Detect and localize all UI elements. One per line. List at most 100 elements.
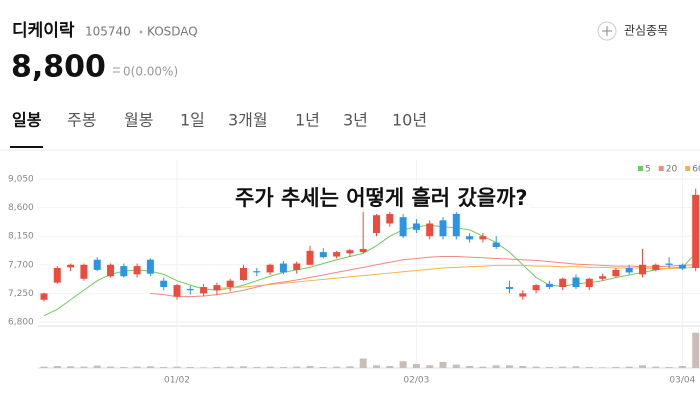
volume-bar bbox=[519, 365, 527, 368]
candle-body bbox=[386, 213, 394, 224]
candle-body bbox=[692, 194, 700, 268]
candle-body bbox=[373, 215, 380, 234]
period-tab[interactable]: 1일 bbox=[180, 111, 205, 130]
volume-bar bbox=[585, 366, 593, 368]
volume-bar bbox=[532, 366, 540, 368]
volume-bar bbox=[479, 366, 487, 368]
candle-body bbox=[133, 266, 141, 275]
y-tick-label: 8,150 bbox=[8, 232, 34, 242]
volume-bar bbox=[652, 366, 660, 368]
volume-bar bbox=[226, 366, 234, 368]
candle-body bbox=[40, 293, 48, 300]
volume-bar bbox=[386, 365, 394, 368]
volume-bar bbox=[253, 366, 261, 368]
legend-swatch bbox=[638, 166, 643, 171]
volume-bar bbox=[346, 366, 354, 368]
candle-body bbox=[200, 287, 208, 294]
candle-body bbox=[240, 267, 247, 281]
candle-body bbox=[253, 271, 261, 273]
legend-swatch bbox=[658, 166, 664, 171]
volume-bar bbox=[559, 366, 567, 368]
volume-bar bbox=[439, 361, 447, 368]
volume-bar bbox=[279, 366, 287, 368]
chart: 6,800 7,250 7,700 8,150 8,600 9,050 01/02 02/03… bbox=[8, 160, 700, 386]
volume-bar bbox=[426, 365, 434, 368]
candle-body bbox=[412, 223, 420, 230]
volume-bar bbox=[306, 365, 314, 368]
y-tick-label: 8,600 bbox=[8, 203, 34, 213]
watch-button[interactable]: 관심종목 bbox=[597, 21, 668, 41]
period-tab[interactable]: 1년 bbox=[295, 111, 320, 130]
candle-body bbox=[572, 277, 580, 288]
volume-bar bbox=[107, 366, 114, 368]
candle-body bbox=[293, 263, 301, 270]
period-tab[interactable]: 주봉 bbox=[67, 111, 96, 130]
candle-body bbox=[665, 263, 673, 265]
stock-name: 디케이락 bbox=[12, 21, 75, 41]
candle-body bbox=[452, 213, 460, 237]
stock-code: 105740 bbox=[85, 25, 131, 39]
candle-body bbox=[639, 264, 646, 275]
candle-body bbox=[146, 259, 154, 274]
period-tab[interactable]: 일봉 bbox=[12, 111, 42, 130]
volume-bar bbox=[665, 366, 673, 368]
y-tick-label: 7,250 bbox=[8, 289, 34, 299]
volume-bar bbox=[359, 358, 367, 368]
period-tab[interactable]: 3개월 bbox=[228, 111, 268, 130]
candle-body bbox=[306, 250, 314, 265]
candle-body bbox=[612, 269, 620, 277]
annotation: 주가 추세는 어떻게 흘러 갔을까? bbox=[235, 186, 528, 210]
legend-label: 5 bbox=[645, 165, 651, 175]
volume-bar bbox=[40, 366, 48, 368]
separator-dot bbox=[139, 30, 143, 34]
volume-bar bbox=[319, 366, 327, 368]
volume-bar bbox=[160, 366, 168, 368]
volume-bar bbox=[625, 366, 633, 368]
ma-line bbox=[43, 224, 697, 317]
volume-bar bbox=[452, 364, 460, 368]
volume-bar bbox=[692, 332, 700, 368]
volume-bar bbox=[599, 367, 607, 368]
candle-body bbox=[466, 236, 474, 240]
candle-body bbox=[599, 276, 607, 279]
candle-body bbox=[359, 248, 367, 253]
x-tick-label: 02/03 bbox=[403, 376, 429, 386]
candle-body bbox=[319, 252, 327, 258]
volume-bar bbox=[133, 366, 141, 368]
volume-bar bbox=[639, 365, 646, 368]
period-tab[interactable]: 월봉 bbox=[124, 111, 153, 130]
y-tick-label: 6,800 bbox=[8, 318, 34, 328]
volume-bar bbox=[120, 366, 128, 368]
volume-bar bbox=[506, 365, 513, 368]
ma-line bbox=[150, 256, 696, 298]
volume-bar bbox=[293, 366, 301, 368]
volume-bar bbox=[266, 366, 274, 368]
volume-bar bbox=[466, 365, 474, 368]
x-tick-label: 01/02 bbox=[164, 376, 190, 386]
volume-bar bbox=[373, 365, 380, 368]
annotation-bg bbox=[232, 184, 531, 212]
candle-body bbox=[53, 267, 61, 283]
plus-sign bbox=[602, 26, 612, 36]
candle-body bbox=[67, 264, 75, 268]
volume-bar bbox=[678, 365, 686, 368]
volume-bar bbox=[93, 365, 101, 368]
volume-bar bbox=[399, 361, 407, 368]
candle-body bbox=[266, 264, 274, 273]
volume-bar bbox=[213, 366, 221, 368]
candle-body bbox=[585, 278, 593, 288]
volume-bar bbox=[612, 366, 620, 368]
watch-label[interactable]: 관심종목 bbox=[624, 24, 668, 38]
candle-body bbox=[186, 288, 194, 291]
candle-body bbox=[213, 285, 221, 291]
volume-bar bbox=[200, 367, 208, 368]
period-tab[interactable]: 3년 bbox=[343, 111, 368, 130]
candle-body bbox=[492, 242, 500, 248]
candle-body bbox=[226, 280, 234, 288]
volume-bar bbox=[333, 366, 341, 368]
legend-label: 60 bbox=[692, 165, 700, 175]
period-tab[interactable]: 10년 bbox=[392, 111, 427, 130]
volume-bar bbox=[545, 366, 553, 368]
ma-line bbox=[216, 264, 696, 289]
